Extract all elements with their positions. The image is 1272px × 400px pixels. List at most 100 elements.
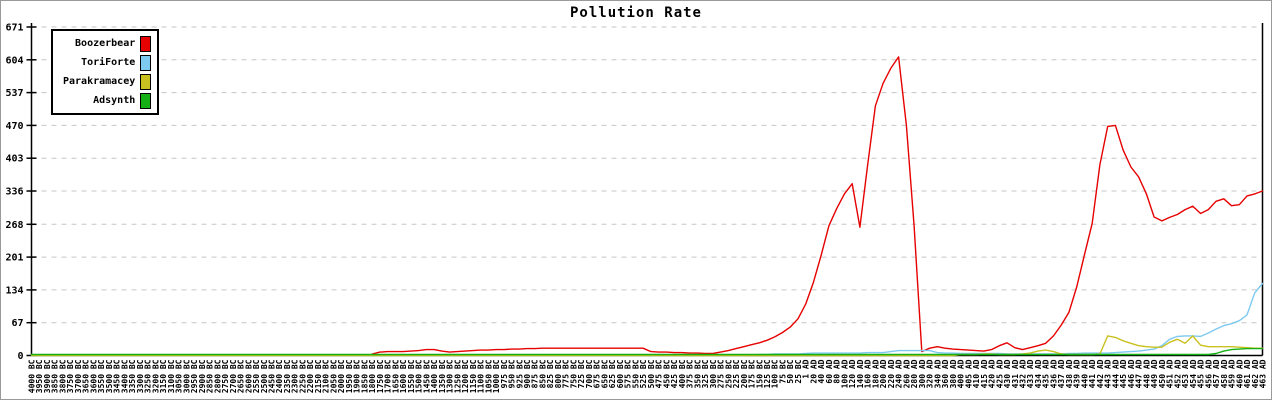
x-tick-label: 325 BC (701, 359, 710, 388)
x-tick-label: 431 AD (1011, 359, 1020, 388)
x-tick-label: 3850 BC (51, 359, 60, 393)
x-tick-label: 441 AD (1088, 359, 1097, 388)
y-tick-label: 403 (5, 154, 23, 165)
x-tick-label: 375 BC (686, 359, 695, 388)
x-tick-label: 850 BC (538, 359, 547, 388)
x-tick-label: 220 AD (887, 359, 896, 388)
x-tick-label: 3650 BC (82, 359, 91, 393)
x-tick-label: 425 BC (670, 359, 679, 388)
legend-label: Boozerbear (75, 38, 136, 49)
x-tick-label: 2700 BC (229, 359, 238, 393)
x-tick-label: 300 AD (918, 359, 927, 388)
x-tick-label: 120 AD (848, 359, 857, 388)
x-tick-label: 439 AD (1073, 359, 1082, 388)
legend-item-toriforte: ToriForte (63, 53, 152, 72)
x-tick-label: 280 AD (910, 359, 919, 388)
y-tick-label: 268 (5, 220, 23, 231)
x-tick-label: 459 AD (1228, 359, 1237, 388)
legend-item-boozerbear: Boozerbear (63, 34, 152, 53)
y-tick-label: 537 (5, 88, 23, 99)
x-tick-label: 3100 BC (167, 359, 176, 393)
x-tick-label: 448 AD (1142, 359, 1151, 388)
x-tick-label: 2450 BC (268, 359, 277, 393)
x-tick-label: 100 BC (771, 359, 780, 388)
x-tick-label: 449 AD (1150, 359, 1159, 388)
x-tick-label: 525 BC (639, 359, 648, 388)
x-tick-label: 320 AD (926, 359, 935, 388)
x-tick-label: 3350 BC (128, 359, 137, 393)
x-tick-label: 300 BC (709, 359, 718, 388)
series-line-boozerbear (371, 56, 1264, 355)
x-tick-label: 3300 BC (136, 359, 145, 393)
x-tick-label: 125 BC (763, 359, 772, 388)
x-tick-label: 80 AD (833, 359, 842, 383)
x-tick-label: 160 AD (864, 359, 873, 388)
x-tick-label: 3500 BC (105, 359, 114, 393)
x-tick-label: 435 AD (1042, 359, 1051, 388)
x-tick-label: 1 AD (802, 359, 811, 378)
x-tick-label: 775 BC (562, 359, 571, 388)
x-tick-label: 1150 BC (469, 359, 478, 393)
x-tick-label: 1750 BC (376, 359, 385, 393)
x-tick-label: 40 AD (817, 359, 826, 383)
legend-item-adsynth: Adsynth (63, 91, 152, 110)
x-tick-label: 3400 BC (120, 359, 129, 393)
legend-label: ToriForte (81, 57, 136, 68)
x-tick-label: 175 BC (748, 359, 757, 388)
x-tick-label: 446 AD (1127, 359, 1136, 388)
x-tick-label: 2250 BC (298, 359, 307, 393)
x-tick-label: 275 BC (717, 359, 726, 388)
legend-label: Adsynth (93, 95, 136, 106)
x-tick-label: 1400 BC (430, 359, 439, 393)
y-tick-label: 336 (5, 187, 23, 198)
x-tick-label: 2750 BC (221, 359, 230, 393)
x-tick-label: 1600 BC (399, 359, 408, 393)
x-tick-label: 2900 BC (198, 359, 207, 393)
legend-swatch-icon (140, 35, 152, 52)
x-tick-label: 432 AD (1018, 359, 1027, 388)
x-tick-label: 700 BC (585, 359, 594, 388)
x-tick-label: 1100 BC (477, 359, 486, 393)
x-tick-label: 3250 BC (144, 359, 153, 393)
y-tick-label: 67 (11, 318, 23, 329)
x-tick-label: 1500 BC (415, 359, 424, 393)
x-tick-label: 875 BC (531, 359, 540, 388)
series-line-parakramacey (30, 335, 1264, 357)
x-tick-label: 410 AD (972, 359, 981, 388)
x-tick-label: 1350 BC (438, 359, 447, 393)
x-tick-label: 462 AD (1251, 359, 1260, 388)
x-tick-label: 950 BC (508, 359, 517, 388)
x-tick-label: 1850 BC (360, 359, 369, 393)
x-tick-label: 200 BC (740, 359, 749, 388)
legend-swatch-icon (140, 54, 152, 71)
x-tick-label: 150 BC (755, 359, 764, 388)
x-tick-label: 2200 BC (306, 359, 315, 393)
x-tick-label: 1800 BC (368, 359, 377, 393)
x-tick-label: 2100 BC (322, 359, 331, 393)
x-tick-label: 50 BC (786, 359, 795, 383)
x-tick-label: 453 AD (1181, 359, 1190, 388)
x-tick-label: 750 BC (569, 359, 578, 388)
x-tick-label: 1300 BC (446, 359, 455, 393)
y-tick-label: 470 (5, 121, 23, 132)
x-tick-label: 450 BC (662, 359, 671, 388)
x-tick-label: 25 BC (794, 359, 803, 383)
x-tick-label: 3000 BC (182, 359, 191, 393)
legend-swatch-icon (140, 73, 152, 90)
x-tick-label: 1950 BC (345, 359, 354, 393)
x-tick-label: 400 BC (678, 359, 687, 388)
y-tick-label: 134 (5, 285, 23, 296)
x-tick-label: 1000 BC (492, 359, 501, 393)
x-tick-label: 451 AD (1166, 359, 1175, 388)
x-tick-label: 3550 BC (97, 359, 106, 393)
x-tick-label: 725 BC (577, 359, 586, 388)
x-tick-label: 240 AD (895, 359, 904, 388)
x-tick-label: 475 BC (655, 359, 664, 388)
y-tick-label: 0 (17, 351, 23, 362)
x-tick-label: 3900 BC (43, 359, 52, 393)
x-tick-label: 2000 BC (337, 359, 346, 393)
x-tick-label: 75 BC (778, 359, 787, 383)
x-tick-label: 3150 BC (159, 359, 168, 393)
